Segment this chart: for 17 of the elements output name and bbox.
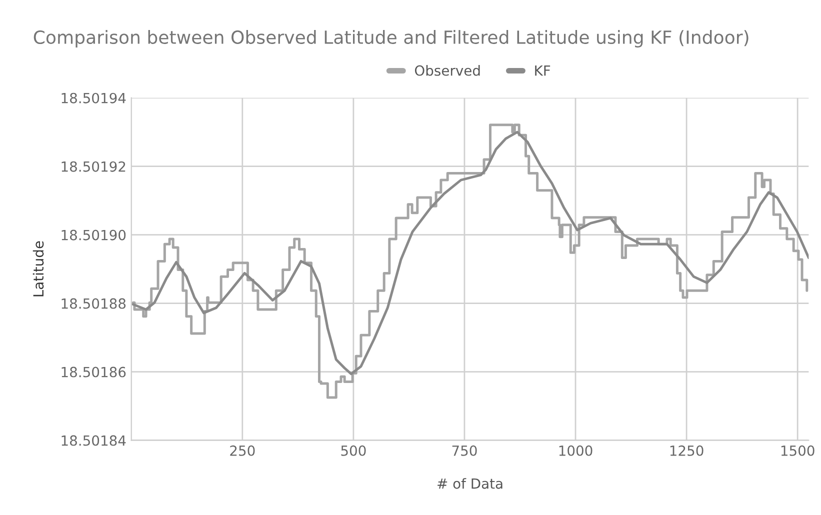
y-tick-label: 18.50192 (62, 161, 126, 172)
x-tick-label: 750 (452, 445, 477, 456)
y-tick-label: 18.50190 (62, 230, 126, 240)
y-tick-label: 18.50186 (62, 366, 126, 378)
x-tick-label: 250 (230, 445, 255, 456)
legend-label: Observed (414, 65, 480, 76)
y-axis-title: Latitude (32, 241, 44, 296)
y-tick-label: 18.50194 (62, 92, 126, 104)
x-tick-label: 1250 (670, 445, 704, 456)
y-tick-label: 18.50184 (62, 435, 126, 446)
y-tick-label: 18.50188 (62, 298, 126, 309)
x-axis-title: # of Data (438, 478, 502, 489)
chart-title: Comparison between Observed Latitude and Filtered Latitude using KF (Indoor) (34, 30, 748, 48)
x-tick-label: 1500 (781, 445, 814, 456)
x-tick-label: 1000 (559, 445, 592, 456)
x-tick-label: 500 (341, 445, 366, 456)
legend-label: KF (535, 65, 550, 76)
